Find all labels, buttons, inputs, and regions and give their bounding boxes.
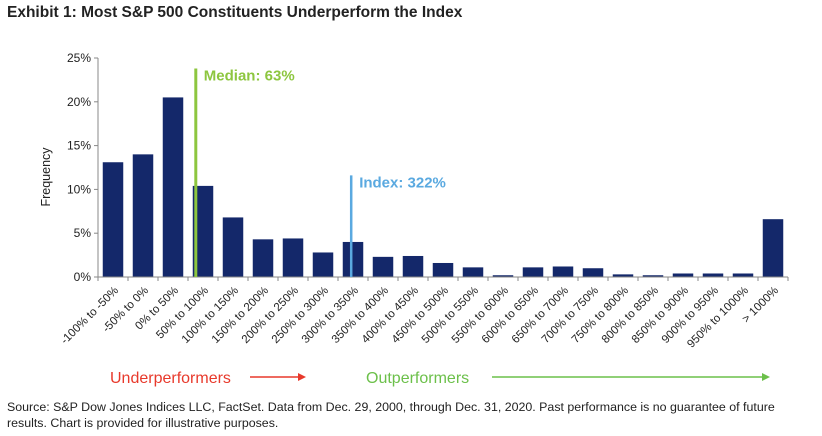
y-axis: 0% 5% 10% 15% 20% 25% [67,51,99,284]
bar [222,217,244,277]
bar [462,267,484,277]
performance-arrows: Underperformers Outperformers [110,370,770,387]
y-tick-label: 5% [74,226,92,240]
median-label: Median: 63% [204,68,295,85]
bar [372,256,394,277]
y-tick-label: 25% [67,51,91,65]
bar [312,252,334,277]
outperformers-arrow-head [762,373,770,381]
y-tick-label: 10% [67,182,91,196]
bar [732,273,754,277]
bar [102,162,124,277]
y-tick-label: 20% [67,95,91,109]
chart-title: Exhibit 1: Most S&P 500 Constituents Und… [7,4,463,21]
bar [282,238,304,277]
bar [132,154,154,277]
index-label: Index: 322% [359,174,446,191]
bar [522,267,544,277]
underperformers-label: Underperformers [110,370,231,387]
bar [192,185,214,277]
source-note: Source: S&P Dow Jones Indices LLC, FactS… [7,400,775,430]
bar [342,241,364,277]
bar [162,97,184,277]
bar [672,273,694,277]
bar [612,274,634,277]
bar [552,266,574,277]
bar [702,273,724,277]
bar [432,262,454,277]
y-tick-label: 15% [67,139,91,153]
bar-chart: Frequency 0% 5% 10% 15% 20% 25% -100% to -50%… [39,51,789,387]
bar [582,268,604,277]
bar [762,219,784,277]
y-tick-label: 0% [74,270,92,284]
bar [492,275,514,277]
bar [252,239,274,277]
x-axis: -100% to -50%-50% to 0%0% to 50%50% to 1… [59,276,789,351]
outperformers-label: Outperformers [366,370,469,387]
bars [102,97,784,277]
y-axis-label: Frequency [39,147,53,207]
bar [402,255,424,277]
annotations: Median: 63% Index: 322% [194,68,446,277]
underperformers-arrow-head [298,373,306,381]
bar [642,275,664,277]
